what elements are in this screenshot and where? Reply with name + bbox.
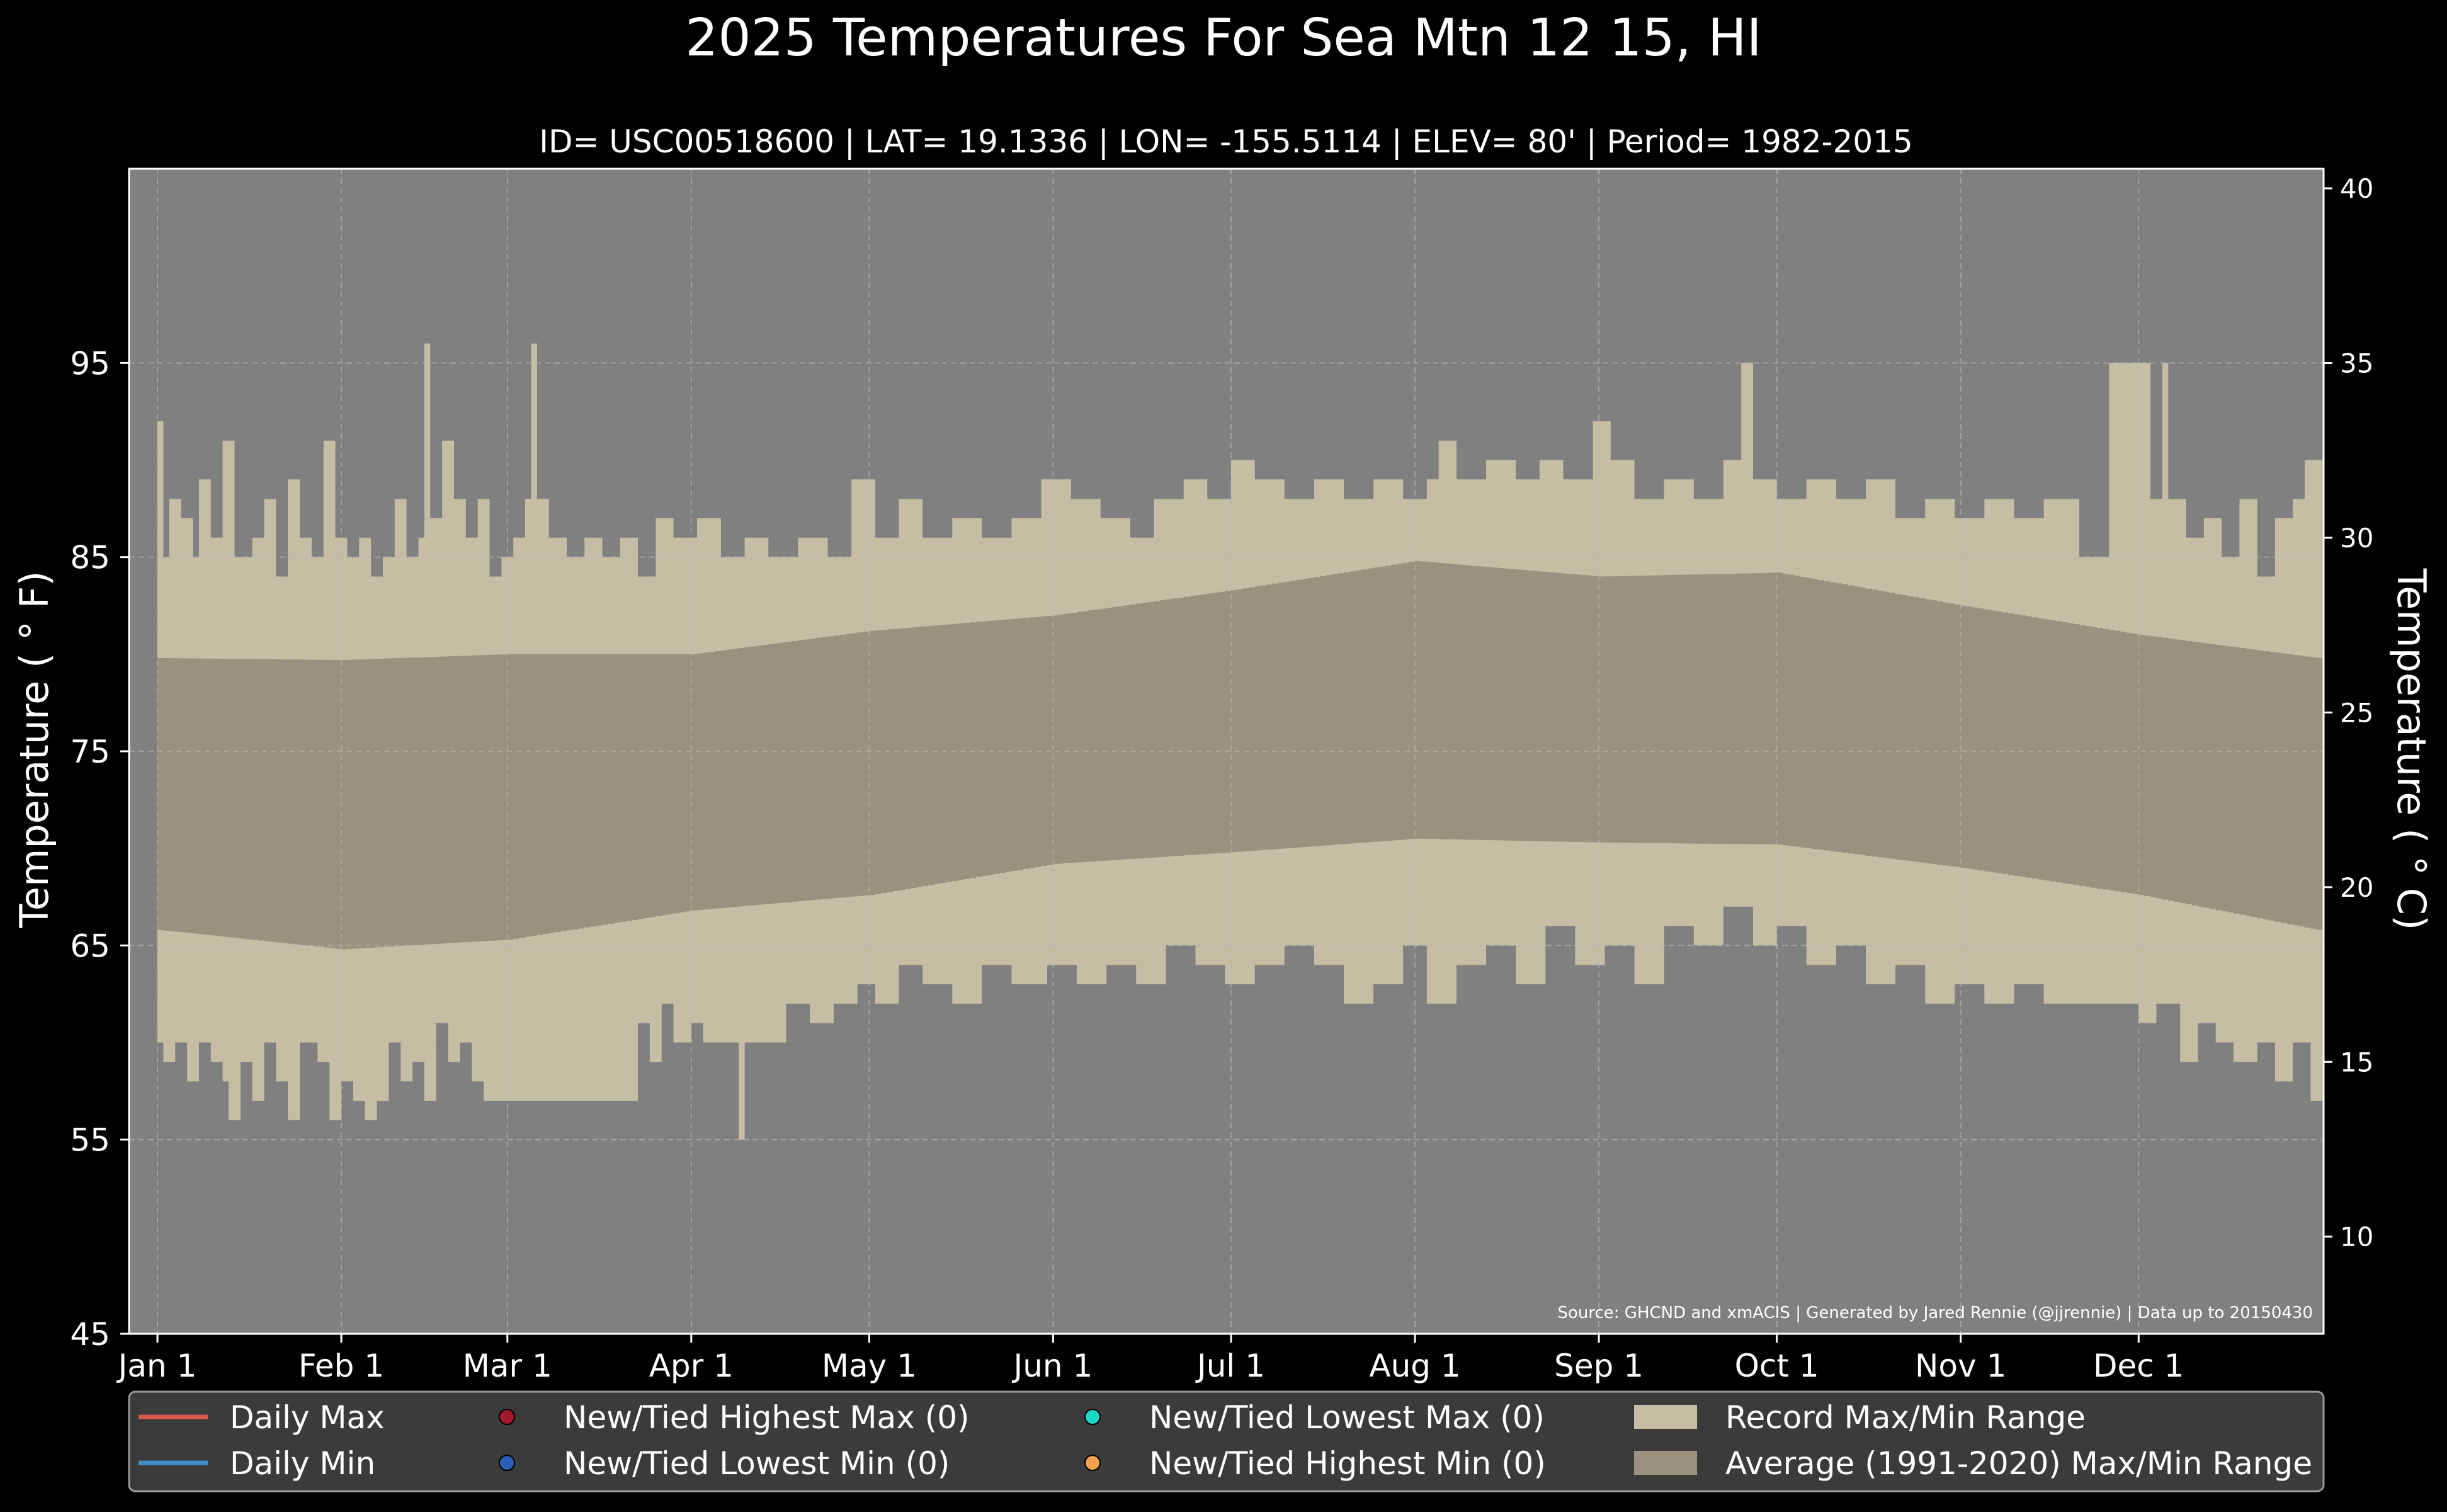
legend-dot-swatch [499, 1455, 515, 1471]
legend-label: New/Tied Highest Max (0) [564, 1399, 970, 1436]
x-tick-label: Dec 1 [2093, 1348, 2184, 1384]
x-tick-label: Apr 1 [649, 1348, 734, 1384]
legend: Daily Max Daily Min New/Tied Highest Max (… [128, 1390, 2325, 1492]
x-tick-label: Oct 1 [1735, 1348, 1819, 1384]
average-range-area [157, 560, 2323, 950]
y2-tick-label: 20 [2340, 872, 2373, 903]
legend-label: Daily Max [230, 1399, 385, 1436]
average-range-band [157, 560, 2323, 950]
y2-tick-label: 25 [2340, 697, 2373, 728]
x-tick-label: Mar 1 [463, 1348, 552, 1384]
y-axis-label: Temperature ( ° F) [11, 571, 57, 929]
legend-label: New/Tied Lowest Max (0) [1149, 1399, 1545, 1436]
y2-tick-label: 10 [2340, 1222, 2373, 1253]
y-tick-label: 75 [70, 734, 110, 770]
source-note: Source: GHCND and xmACIS | Generated by … [1557, 1304, 2313, 1322]
legend-label: Daily Min [230, 1445, 375, 1482]
grid-lines [129, 169, 2324, 1334]
x-tick-label: Nov 1 [1915, 1348, 2006, 1384]
legend-dot-swatch [1084, 1409, 1101, 1425]
y2-axis-ticks: 10 15 20 25 30 35 40 [2324, 173, 2373, 1253]
legend-label: New/Tied Lowest Min (0) [564, 1445, 950, 1482]
legend-patch-swatch [1634, 1405, 1697, 1429]
x-tick-label: Jun 1 [1011, 1348, 1093, 1384]
legend-label: Average (1991-2020) Max/Min Range [1725, 1445, 2312, 1482]
legend-dot-swatch [1084, 1455, 1101, 1471]
x-tick-label: Jan 1 [116, 1348, 197, 1384]
y2-tick-label: 30 [2340, 523, 2373, 554]
x-tick-label: May 1 [822, 1348, 917, 1384]
y-tick-label: 65 [70, 928, 110, 964]
y-tick-label: 95 [70, 345, 110, 382]
legend-box [128, 1390, 2325, 1492]
x-tick-label: Aug 1 [1369, 1348, 1460, 1384]
x-tick-label: Jul 1 [1195, 1348, 1265, 1384]
x-tick-label: Sep 1 [1554, 1348, 1644, 1384]
chart-title: 2025 Temperatures For Sea Mtn 12 15, HI [685, 8, 1762, 68]
y-tick-label: 55 [70, 1122, 110, 1159]
y2-tick-label: 40 [2340, 173, 2373, 204]
y2-axis-label: Temperature ( ° C) [2388, 568, 2434, 931]
x-axis-ticks: Jan 1 Feb 1 Mar 1 Apr 1 May 1 Jun 1 Jul 1 Aug 1… [116, 1334, 2184, 1384]
y-tick-label: 85 [70, 540, 110, 576]
chart-subtitle: ID= USC00518600 | LAT= 19.1336 | LON= -1… [539, 123, 1913, 160]
y-tick-label: 45 [70, 1316, 110, 1353]
legend-patch-swatch [1634, 1451, 1697, 1475]
x-tick-label: Feb 1 [298, 1348, 384, 1384]
y2-tick-label: 15 [2340, 1047, 2373, 1077]
y2-tick-label: 35 [2340, 348, 2373, 379]
y-axis-ticks: 45 55 65 75 85 95 [70, 345, 129, 1353]
legend-label: New/Tied Highest Min (0) [1149, 1445, 1546, 1482]
legend-dot-swatch [499, 1409, 515, 1425]
legend-label: Record Max/Min Range [1725, 1399, 2086, 1436]
